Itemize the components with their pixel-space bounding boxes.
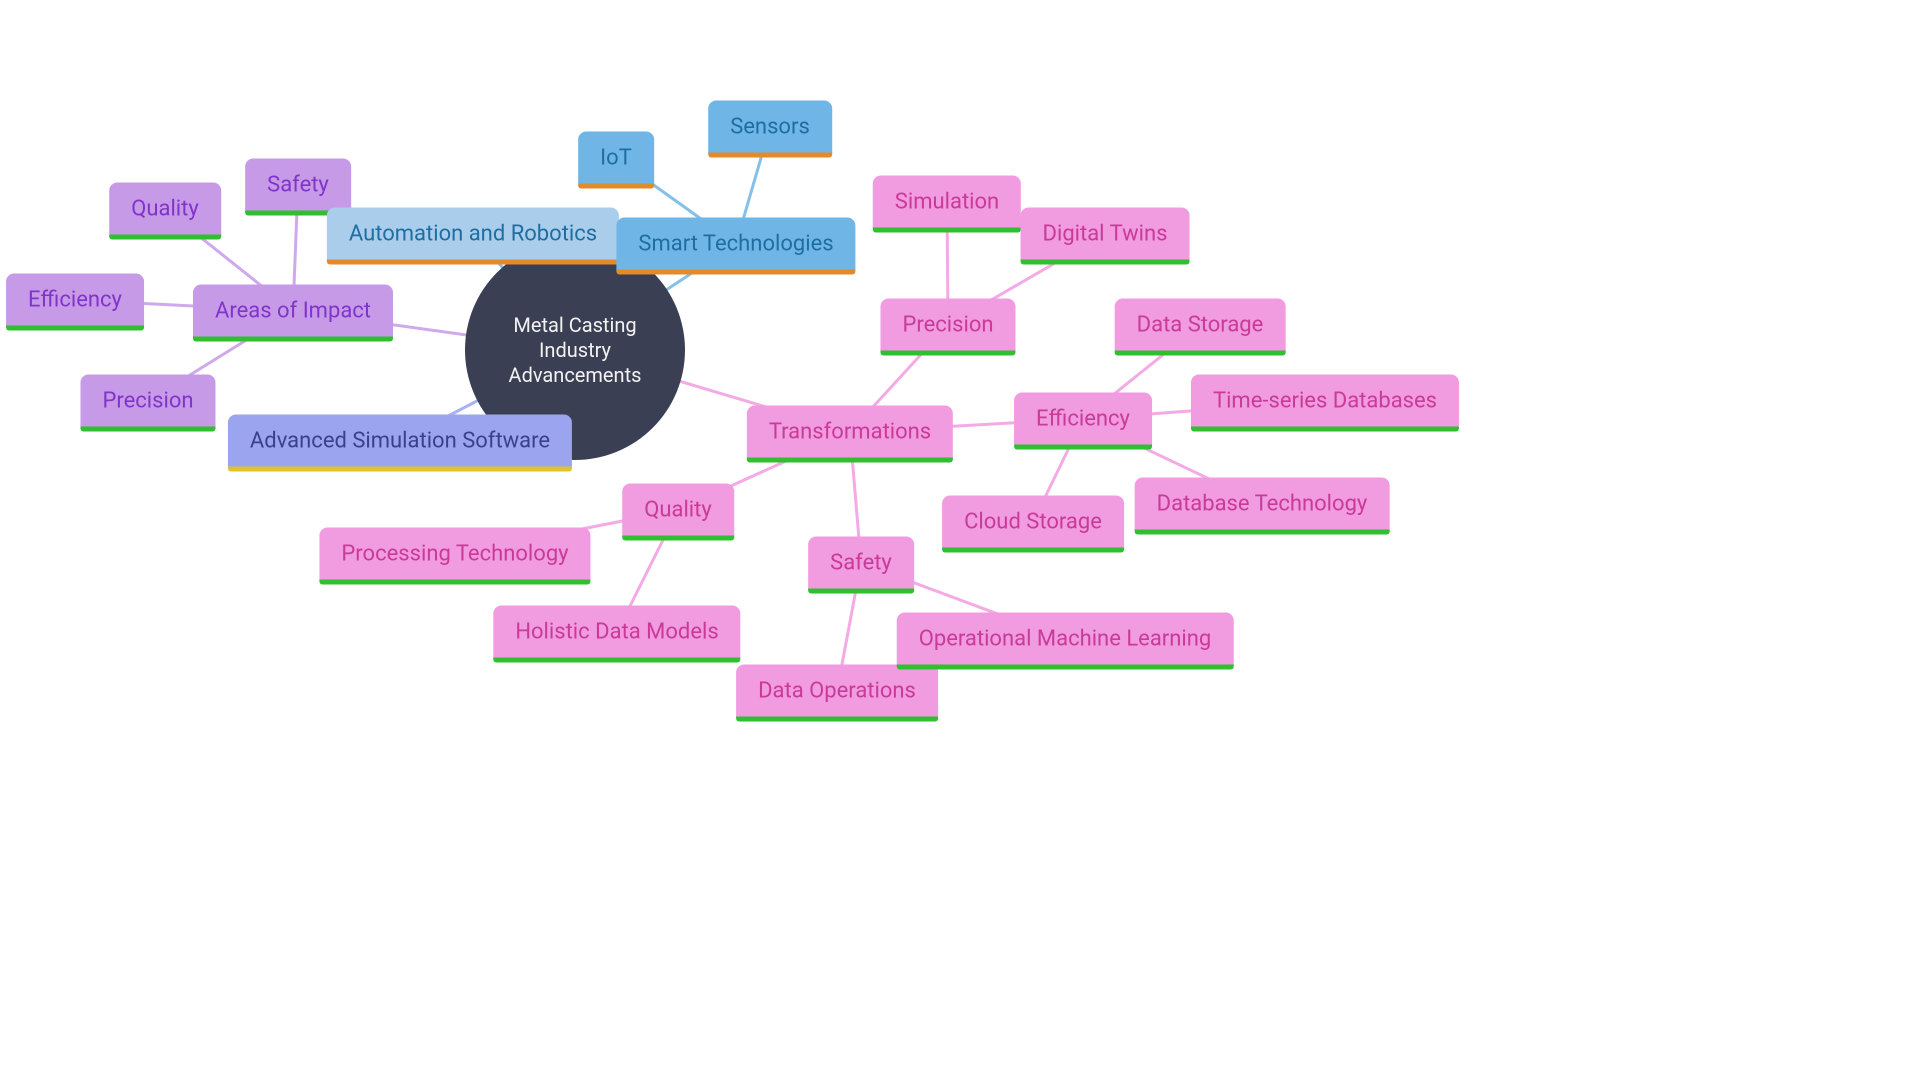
node-underline <box>616 270 855 275</box>
node-datastorage: Data Storage <box>1115 299 1286 352</box>
node-label: Sensors <box>730 115 810 140</box>
node-label: Data Operations <box>758 679 916 704</box>
node-label: Quality <box>131 197 199 222</box>
node-label: Database Technology <box>1157 492 1368 517</box>
mindmap-canvas: Metal Casting Industry Advancements Area… <box>0 0 1920 1080</box>
node-underline <box>109 235 221 240</box>
node-quality1: Quality <box>109 183 221 236</box>
node-underline <box>1191 427 1459 432</box>
node-underline <box>193 337 393 342</box>
node-autorobot: Automation and Robotics <box>327 208 619 261</box>
center-node-label: Metal Casting Industry Advancements <box>487 313 663 388</box>
node-precision1: Precision <box>80 375 215 428</box>
node-label: Precision <box>902 313 993 338</box>
node-holistic: Holistic Data Models <box>493 606 740 659</box>
node-dbtech: Database Technology <box>1135 478 1390 531</box>
node-underline <box>493 658 740 663</box>
node-underline <box>1014 445 1152 450</box>
node-label: Areas of Impact <box>215 299 371 324</box>
node-transform: Transformations <box>747 406 953 459</box>
node-underline <box>1115 351 1286 356</box>
node-underline <box>6 326 144 331</box>
node-underline <box>228 467 572 472</box>
node-cloud: Cloud Storage <box>942 496 1124 549</box>
node-underline <box>1021 260 1190 265</box>
node-label: Operational Machine Learning <box>919 627 1212 652</box>
node-label: Smart Technologies <box>638 232 833 257</box>
node-label: Efficiency <box>28 288 122 313</box>
node-areas: Areas of Impact <box>193 285 393 338</box>
node-precision2: Precision <box>880 299 1015 352</box>
node-underline <box>622 536 734 541</box>
node-label: Automation and Robotics <box>349 222 597 247</box>
node-underline <box>80 427 215 432</box>
node-underline <box>708 153 832 158</box>
node-underline <box>736 717 938 722</box>
node-proctech: Processing Technology <box>319 528 590 581</box>
node-underline <box>1135 530 1390 535</box>
node-dataops: Data Operations <box>736 665 938 718</box>
node-efficiency2: Efficiency <box>1014 393 1152 446</box>
node-opml: Operational Machine Learning <box>897 613 1234 666</box>
node-underline <box>873 228 1021 233</box>
node-underline <box>897 665 1234 670</box>
node-efficiency1: Efficiency <box>6 274 144 327</box>
node-label: Simulation <box>895 190 999 215</box>
node-tsdb: Time-series Databases <box>1191 375 1459 428</box>
node-underline <box>880 351 1015 356</box>
node-label: Safety <box>267 173 329 198</box>
node-label: Transformations <box>769 420 931 445</box>
node-label: Holistic Data Models <box>515 620 718 645</box>
node-advsim: Advanced Simulation Software <box>228 415 572 468</box>
node-label: Cloud Storage <box>964 510 1102 535</box>
node-safety2: Safety <box>808 537 914 590</box>
node-label: Quality <box>644 498 712 523</box>
node-underline <box>327 260 619 265</box>
node-underline <box>319 580 590 585</box>
node-underline <box>942 548 1124 553</box>
node-label: Efficiency <box>1036 407 1130 432</box>
node-safety1: Safety <box>245 159 351 212</box>
node-label: Advanced Simulation Software <box>250 429 550 454</box>
node-label: IoT <box>600 146 632 171</box>
node-label: Time-series Databases <box>1213 389 1437 414</box>
node-smarttech: Smart Technologies <box>616 218 855 271</box>
node-quality2: Quality <box>622 484 734 537</box>
node-sensors: Sensors <box>708 101 832 154</box>
node-underline <box>747 458 953 463</box>
node-label: Processing Technology <box>341 542 568 567</box>
node-label: Precision <box>102 389 193 414</box>
node-label: Data Storage <box>1137 313 1264 338</box>
node-simulation: Simulation <box>873 176 1021 229</box>
node-label: Digital Twins <box>1043 222 1168 247</box>
node-underline <box>578 184 654 189</box>
node-digitaltwin: Digital Twins <box>1021 208 1190 261</box>
node-label: Safety <box>830 551 892 576</box>
node-underline <box>808 589 914 594</box>
node-iot: IoT <box>578 132 654 185</box>
